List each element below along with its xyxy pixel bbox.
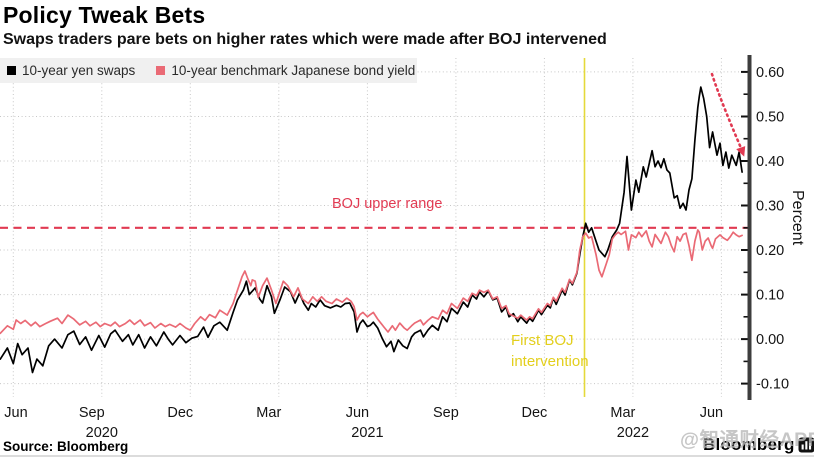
bloomberg-wordmark: Bloomberg: [703, 435, 795, 454]
swaps-legend-swatch-icon: [7, 66, 16, 75]
series-line-jgb-yield: [0, 229, 743, 335]
swaps-legend-label: 10-year yen swaps: [22, 63, 136, 78]
x-tick-label: Jun: [700, 405, 723, 421]
y-tick-label: 0.40: [756, 154, 784, 170]
x-tick-label: Sep: [79, 405, 105, 421]
pullback-arrowhead: [736, 146, 746, 157]
first-boj-intervention-label-line1: First BOJ: [511, 332, 574, 349]
bloomberg-chart-icon: [798, 437, 814, 452]
legend: 10-year yen swaps 10-year benchmark Japa…: [0, 58, 417, 83]
y-tick-label: 0.30: [756, 199, 784, 215]
x-tick-label: Dec: [522, 405, 548, 421]
x-year-label: 2022: [617, 425, 649, 441]
source-attribution: Source: Bloomberg: [3, 439, 129, 454]
watermark-text: @智通财经APP: [680, 429, 814, 451]
x-year-label: 2020: [86, 425, 118, 441]
jgb-legend-swatch-icon: [156, 66, 166, 75]
y-tick-label: -0.10: [756, 377, 789, 393]
y-tick-label: 0.60: [756, 65, 784, 81]
x-tick-label: Sep: [433, 405, 459, 421]
y-tick-label: 0.10: [756, 288, 784, 304]
x-tick-label: Mar: [256, 405, 281, 421]
x-tick-label: Dec: [167, 405, 193, 421]
y-axis-line: [747, 55, 752, 400]
legend-item-swaps: 10-year yen swaps: [7, 63, 135, 78]
y-tick-label: 0.50: [756, 110, 784, 126]
x-axis: Jun Sep 2020 Dec Mar Jun 2021 Sep Dec Mar 2022 Jun: [4, 405, 723, 441]
y-axis-title: Percent: [789, 190, 806, 246]
x-tick-label: Jun: [4, 405, 27, 421]
y-axis: -0.10 0.00 0.10 0.20 0.30 0.40 0.50 0.60 Percent: [741, 65, 806, 393]
page-title: Policy Tweak Bets: [3, 2, 206, 28]
x-tick-label: Mar: [610, 405, 635, 421]
jgb-legend-label: 10-year benchmark Japanese bond yield: [171, 63, 416, 78]
x-year-label: 2021: [351, 425, 383, 441]
x-tick-label: Jun: [346, 405, 369, 421]
series-line-yen-swaps: [0, 86, 743, 374]
legend-item-jgb-yield: 10-year benchmark Japanese bond yield: [156, 63, 415, 78]
y-tick-label: 0.00: [756, 332, 784, 348]
bloomberg-attribution: Bloomberg: [703, 435, 814, 455]
first-boj-intervention-label-line2: intervention: [511, 353, 589, 370]
bottom-divider: [0, 455, 814, 457]
boj-upper-range-label: BOJ upper range: [332, 196, 443, 212]
first-boj-intervention-label: First BOJ intervention: [511, 330, 589, 372]
chart-subtitle: Swaps traders pare bets on higher rates …: [3, 31, 607, 48]
pullback-arrow: [710, 72, 744, 154]
y-tick-label: 0.20: [756, 243, 784, 259]
